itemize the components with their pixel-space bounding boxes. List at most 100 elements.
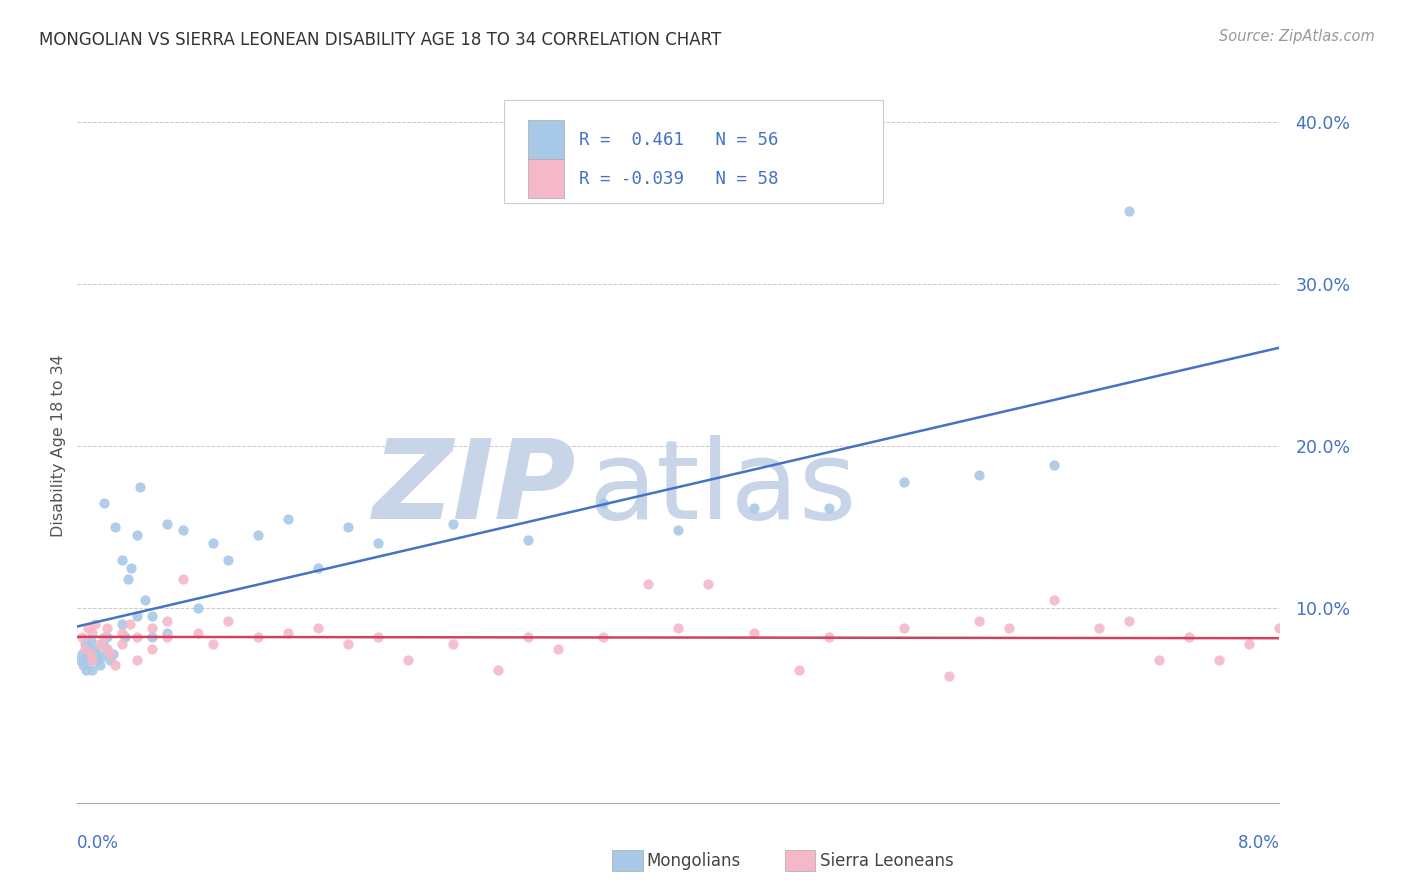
Point xyxy=(246,631,269,645)
Point xyxy=(96,641,118,656)
Point xyxy=(156,625,179,640)
Point xyxy=(96,631,118,645)
Point xyxy=(1329,679,1351,693)
Point xyxy=(72,657,94,672)
Point xyxy=(89,657,111,672)
Point xyxy=(668,524,690,538)
Point xyxy=(103,647,125,661)
Point xyxy=(396,653,419,667)
Point xyxy=(141,631,163,645)
Point xyxy=(787,663,810,677)
Point xyxy=(307,621,329,635)
Point xyxy=(1178,631,1201,645)
Point xyxy=(127,653,149,667)
Text: R =  0.461   N = 56: R = 0.461 N = 56 xyxy=(579,131,778,149)
Text: Source: ZipAtlas.com: Source: ZipAtlas.com xyxy=(1219,29,1375,44)
Point xyxy=(1298,588,1320,602)
Point xyxy=(893,475,915,489)
Point xyxy=(104,657,127,672)
Point xyxy=(697,577,720,591)
Point xyxy=(127,609,149,624)
Point xyxy=(90,649,112,664)
Point xyxy=(82,647,104,661)
Point xyxy=(73,637,96,651)
Point xyxy=(129,479,152,493)
Point xyxy=(817,500,839,515)
Point xyxy=(70,647,93,661)
Point xyxy=(1208,653,1230,667)
Text: 0.0%: 0.0% xyxy=(77,834,120,852)
Point xyxy=(156,631,179,645)
Point xyxy=(668,621,690,635)
Text: Mongolians: Mongolians xyxy=(647,852,741,870)
Point xyxy=(1268,621,1291,635)
Point xyxy=(967,614,990,628)
Point xyxy=(592,631,614,645)
Text: atlas: atlas xyxy=(588,435,856,542)
Point xyxy=(79,653,101,667)
Point xyxy=(96,621,118,635)
Bar xyxy=(529,120,564,160)
Point xyxy=(89,637,111,651)
Point xyxy=(100,647,122,661)
Point xyxy=(998,621,1021,635)
Point xyxy=(141,621,163,635)
Text: Sierra Leoneans: Sierra Leoneans xyxy=(820,852,953,870)
Point xyxy=(82,653,104,667)
Point xyxy=(486,663,509,677)
FancyBboxPatch shape xyxy=(505,100,883,203)
Point xyxy=(517,631,540,645)
Point xyxy=(441,516,464,531)
Point xyxy=(186,601,209,615)
Point xyxy=(82,663,104,677)
Point xyxy=(96,641,118,656)
Point xyxy=(1088,621,1111,635)
Point xyxy=(93,631,115,645)
Point xyxy=(592,496,614,510)
Point xyxy=(246,528,269,542)
Text: R = -0.039   N = 58: R = -0.039 N = 58 xyxy=(579,169,778,187)
Point xyxy=(217,614,239,628)
Point xyxy=(1043,593,1066,607)
Point xyxy=(111,552,134,566)
Point xyxy=(517,533,540,547)
Point xyxy=(80,633,103,648)
Point xyxy=(1118,203,1140,218)
Point xyxy=(336,637,359,651)
Point xyxy=(75,663,97,677)
Point xyxy=(127,631,149,645)
Point xyxy=(967,468,990,483)
Point xyxy=(367,536,389,550)
Point xyxy=(938,669,960,683)
Point xyxy=(120,560,142,574)
Point xyxy=(141,641,163,656)
Point xyxy=(75,649,97,664)
Text: 8.0%: 8.0% xyxy=(1237,834,1279,852)
Point xyxy=(127,528,149,542)
Point xyxy=(118,617,141,632)
Point xyxy=(1358,666,1381,681)
Point xyxy=(367,631,389,645)
Point xyxy=(156,614,179,628)
Point xyxy=(111,637,134,651)
Point xyxy=(80,647,103,661)
Point xyxy=(82,653,104,667)
Point xyxy=(73,641,96,656)
Point xyxy=(742,625,765,640)
Point xyxy=(100,653,122,667)
Point xyxy=(817,631,839,645)
Point xyxy=(547,641,569,656)
Point xyxy=(201,536,224,550)
Point xyxy=(91,637,114,651)
Point xyxy=(86,653,108,667)
Point xyxy=(141,609,163,624)
Point xyxy=(893,621,915,635)
Point xyxy=(1239,637,1261,651)
Point xyxy=(156,516,179,531)
Point xyxy=(87,647,110,661)
Text: MONGOLIAN VS SIERRA LEONEAN DISABILITY AGE 18 TO 34 CORRELATION CHART: MONGOLIAN VS SIERRA LEONEAN DISABILITY A… xyxy=(39,31,721,49)
Point xyxy=(76,621,98,635)
Point xyxy=(84,617,107,632)
Point xyxy=(111,625,134,640)
Point xyxy=(69,653,91,667)
